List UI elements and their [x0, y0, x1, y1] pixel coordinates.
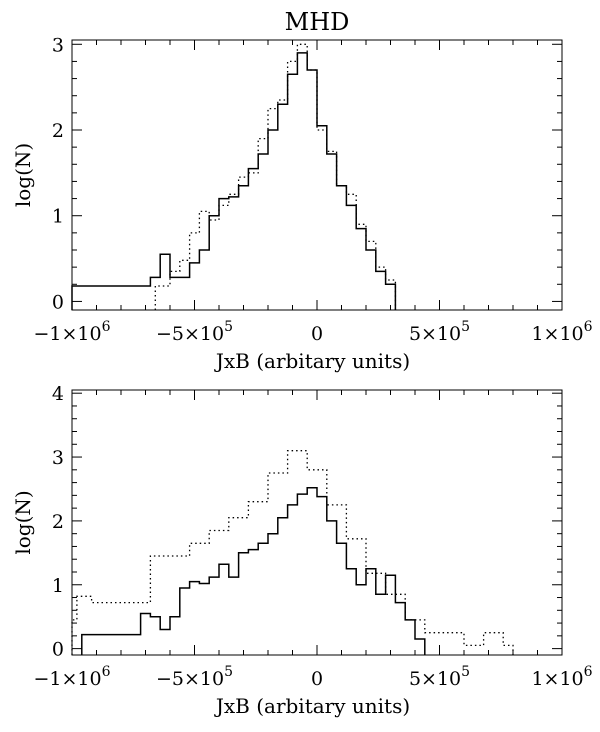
y-tick-label: 1	[52, 206, 64, 228]
x-tick-label: −1×106	[33, 319, 110, 345]
panel-1: −1×106 −5×105 0 5×105 1×106 0 1 2 3 JxB (arbitary…	[11, 34, 593, 373]
histogram-solid-series	[71, 52, 397, 310]
y-tick-label: 3	[52, 34, 64, 56]
histogram-dotted-series	[71, 450, 514, 655]
y-tick-label: 4	[52, 383, 64, 405]
y-axis-label: log(N)	[11, 490, 35, 554]
x-tick-label: 1×106	[531, 664, 592, 690]
plot-frame	[71, 389, 563, 656]
y-tick-label: 1	[52, 575, 64, 597]
x-tick-label: −5×105	[156, 664, 233, 690]
y-tick-label: 2	[52, 120, 64, 142]
x-axis-label: JxB (arbitary units)	[214, 694, 410, 718]
y-tick-label: 3	[52, 447, 64, 469]
x-tick-label: 0	[311, 323, 323, 345]
x-axis-label: JxB (arbitary units)	[214, 349, 410, 373]
x-tick-label: 1×106	[531, 319, 592, 345]
figure-title: MHD	[285, 8, 350, 36]
y-axis-label: log(N)	[11, 143, 35, 207]
y-tick-label: 2	[52, 511, 64, 533]
x-tick-label: 5×105	[409, 664, 470, 690]
histogram-dotted-series	[154, 43, 397, 310]
x-tick-label: 5×105	[409, 319, 470, 345]
x-tick-label: −5×105	[156, 319, 233, 345]
x-tick-label: −1×106	[33, 664, 110, 690]
y-tick-label: 0	[52, 291, 64, 313]
panel-2: −1×106 −5×105 0 5×105 1×106 0 1 2 3 4 JxB (arbitar…	[11, 383, 593, 718]
x-tick-label: 0	[311, 668, 323, 690]
y-tick-label: 0	[52, 639, 64, 661]
histogram-solid-series	[81, 486, 426, 655]
